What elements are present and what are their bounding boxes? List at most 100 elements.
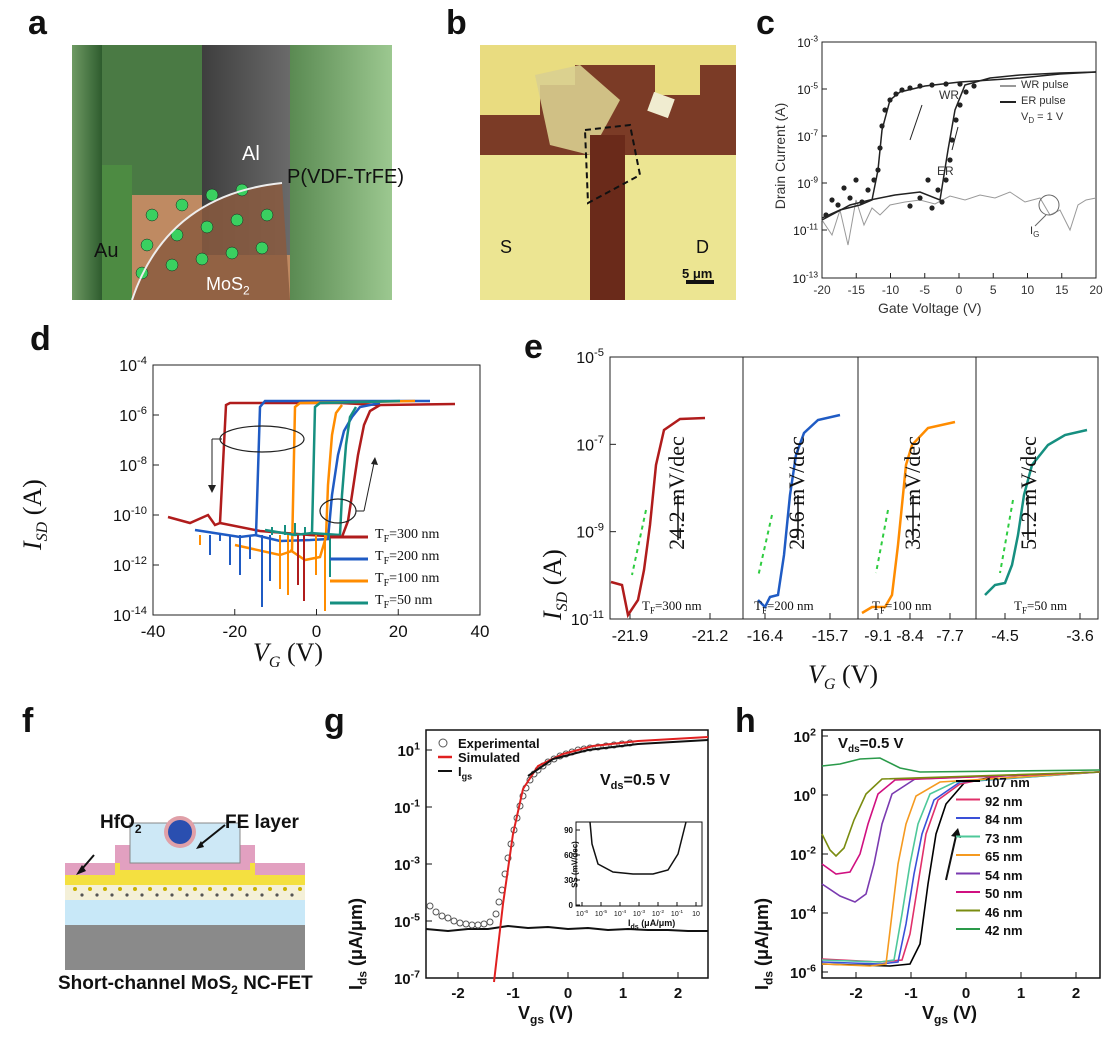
panel-h-legend-item: 54 nm [985, 867, 1023, 883]
panel-d-curve-200nm [194, 399, 430, 543]
panel-c-data-point [929, 82, 935, 88]
panel-h-ytick-label: 10-6 [790, 962, 816, 982]
panel-e-thickness-label: TF=300 nm [642, 598, 702, 616]
panel-h-xtick-label: -1 [904, 985, 917, 1002]
panel-c-data-point [963, 89, 969, 95]
panel-c-wr-sweep-curve [821, 71, 1097, 219]
panel-h-ytick-label: 10-4 [790, 903, 816, 923]
panel-h-vds-label: Vds=0.5 V [838, 735, 904, 755]
panel-g-experimental-point [602, 742, 610, 750]
panel-g-ytick-label: 10-1 [394, 797, 420, 817]
panel-c-legend-wr: WR pulse [1021, 79, 1069, 91]
panel-g-inset-ytick-label: 30 [564, 876, 573, 885]
panel-c-ytick-label: 10-11 [793, 222, 818, 238]
panel-g-inset-xtick-label: 10-5 [595, 909, 607, 918]
panel-c-data-point [853, 177, 859, 183]
panel-h-ytick-label: 10-2 [790, 844, 816, 864]
panel-g-inset-y-label: SS (mV/dec) [570, 841, 580, 888]
panel-g-inset-xtick-label: 10-2 [652, 909, 664, 918]
panel-d-ytick-label: 10-10 [113, 505, 147, 525]
panel-g-inset-xtick-label: 10 [692, 911, 700, 918]
panel-e-xtick-label: -16.4 [747, 628, 784, 645]
panel-c-xtick-label: -15 [848, 283, 866, 297]
panel-c-data-point [947, 157, 953, 163]
panel-f-caption: Short-channel MoS2 NC-FET [58, 973, 313, 997]
panel-e-xtick-label: -4.5 [991, 628, 1019, 645]
panel-b-scale-bar-label: 5 μm [682, 266, 713, 281]
panel-h-curve [821, 771, 1101, 858]
panel-g-inset-xtick-label: 10-4 [614, 909, 626, 918]
panel-g-ytick-label: 10-5 [394, 911, 420, 931]
panel-g-experimental-point [444, 914, 452, 922]
panel-f-label-hfo2: HfO2 [100, 812, 142, 836]
panel-e-ytick-label: 10-9 [576, 521, 604, 541]
panel-e-xtick-label: -3.6 [1066, 628, 1094, 645]
panel-h-legend-item: 73 nm [985, 830, 1023, 846]
panel-e-x-axis-label: VG (V) [808, 660, 879, 694]
panel-g-xtick-label: 0 [564, 985, 572, 1002]
panel-c-chart: 10-3 10-5 10-7 10-9 10-11 10-13 -20 -15 -10 -5 0 5… [793, 34, 1103, 297]
panel-c-legend-er: ER pulse [1021, 95, 1066, 107]
panel-g-experimental-point [456, 919, 464, 927]
panel-g-vds-label: Vds=0.5 V [600, 772, 671, 793]
panel-c-er-sweep-curve [821, 71, 1097, 221]
panel-g-inset-xtick-label: 10-6 [576, 909, 588, 918]
panel-f-device-schematic [65, 816, 305, 970]
panel-e-curve-200nm [757, 413, 841, 610]
panel-c-ytick-label: 10-5 [797, 81, 818, 97]
panel-g-x-axis-label: Vgs (V) [518, 1003, 574, 1027]
panel-c-annotation-er: ER [937, 164, 954, 178]
panel-e-thickness-label: TF=200 nm [754, 598, 814, 616]
panel-c-data-point [935, 187, 941, 193]
panel-e-xtick-label: -21.9 [612, 628, 649, 645]
panel-d-legend-item: TF=200 nm [375, 549, 440, 567]
panel-label-f: f [22, 702, 34, 740]
panel-c-data-point [887, 97, 893, 103]
panel-c-data-point [859, 199, 865, 205]
panel-g-chart: 101 10-1 10-3 10-5 10-7 -2 -1 0 1 2 90 60 30 0 10-6… [394, 729, 709, 1002]
panel-h-xtick-label: 0 [962, 985, 970, 1002]
panel-c-xtick-label: -5 [919, 283, 930, 297]
panel-d-legend-item: TF=50 nm [375, 593, 433, 611]
panel-d-chart: 10-4 10-6 10-8 10-10 10-12 10-14 -40 -20 0 20 40 [113, 355, 489, 641]
panel-g-black-fit-curve [527, 739, 709, 777]
panel-g-inset-xtick-label: 10-3 [633, 909, 645, 918]
panel-h-y-axis-label: Ids (μA/μm) [752, 897, 776, 990]
panel-h-curve [821, 771, 1101, 967]
panel-g-legend-experimental: Experimental [458, 736, 540, 751]
panel-g-ytick-label: 101 [397, 740, 420, 760]
panel-c-xtick-label: -20 [813, 283, 831, 297]
panel-g-inset-ss-curve [589, 821, 687, 875]
panel-c-data-point [829, 197, 835, 203]
panel-g-igs-curve [425, 924, 708, 933]
panel-label-e: e [524, 328, 543, 366]
panel-c-data-point [877, 145, 883, 151]
panel-c-data-point [841, 185, 847, 191]
panel-a-label-mos2: MoS2 [206, 274, 250, 298]
panel-e-subpanel-frame [975, 356, 1099, 620]
panel-c-xtick-label: 5 [990, 283, 997, 297]
panel-label-a: a [28, 4, 47, 42]
panel-c-data-point [907, 85, 913, 91]
panel-c-xtick-label: 15 [1055, 283, 1069, 297]
panel-a-device-illustration [72, 45, 392, 300]
panel-h-legend-item: 92 nm [985, 793, 1023, 809]
panel-c-ytick-label: 10-13 [793, 270, 819, 286]
panel-label-g: g [324, 702, 345, 740]
panel-c-data-point [953, 117, 959, 123]
panel-h-ytick-label: 102 [793, 726, 816, 746]
panel-c-data-point [957, 81, 963, 87]
panel-d-ytick-label: 10-14 [113, 605, 147, 625]
panel-a-label-al: Al [242, 143, 260, 165]
panel-c-data-point [917, 195, 923, 201]
panel-e-xtick-label: -8.4 [896, 628, 924, 645]
panel-e-curve-50nm [984, 428, 1088, 596]
panel-label-b: b [446, 4, 467, 42]
panel-g-experimental-point [495, 898, 503, 906]
panel-e-ss-annotation: 51.2 mV/dec [1016, 436, 1041, 550]
panel-d-y-axis-label: ISD (A) [18, 479, 52, 550]
panel-h-ytick-label: 100 [793, 785, 816, 805]
panel-c-xtick-label: 0 [956, 283, 963, 297]
panel-e-ytick-label: 10-5 [576, 347, 604, 367]
panel-g-inset-ytick-label: 0 [569, 901, 574, 910]
